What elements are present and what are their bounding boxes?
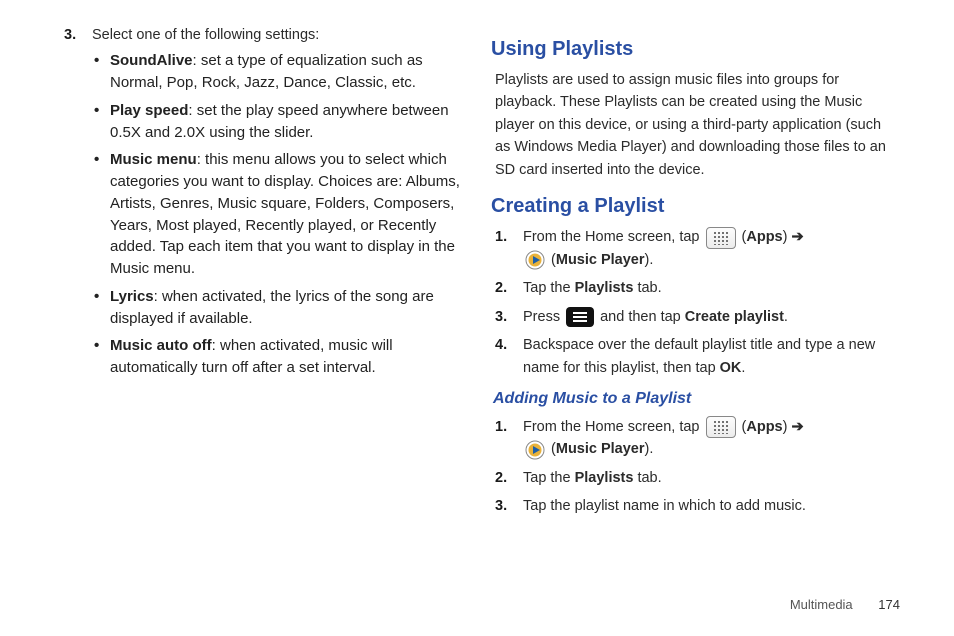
page-footer: Multimedia 174 [790, 597, 900, 612]
apps-grid-icon [706, 416, 736, 438]
add-step-2: Tap the Playlists tab. [491, 467, 894, 489]
opt-playspeed: Play speed: set the play speed anywhere … [92, 100, 463, 144]
create-s3-c: Create playlist [685, 309, 784, 325]
create-step-2: Tap the Playlists tab. [491, 277, 894, 299]
add-s2-b: Playlists [575, 470, 634, 486]
create-s2-c: tab. [633, 280, 661, 296]
step-3-lead: Select one of the following settings: [92, 27, 319, 43]
opt-lyrics: Lyrics: when activated, the lyrics of th… [92, 286, 463, 330]
opt-autooff-label: Music auto off [110, 337, 212, 354]
footer-section: Multimedia [790, 597, 853, 612]
menu-hardkey-icon [566, 307, 594, 327]
step-3: Select one of the following settings: So… [60, 24, 463, 379]
arrow-icon: ➔ [787, 229, 803, 245]
add-s1-close: ). [645, 441, 654, 457]
settings-options: SoundAlive: set a type of equalization s… [92, 50, 463, 379]
create-s3-a: Press [523, 309, 564, 325]
footer-page-number: 174 [878, 597, 900, 612]
opt-musicmenu-label: Music menu [110, 151, 197, 168]
music-player-icon [525, 250, 545, 270]
add-s2-c: tab. [633, 470, 661, 486]
heading-adding-music: Adding Music to a Playlist [493, 387, 894, 412]
create-s3-d: . [784, 309, 788, 325]
heading-using-playlists: Using Playlists [491, 34, 894, 65]
creating-steps: From the Home screen, tap (Apps) ➔ (Musi… [491, 226, 894, 379]
opt-lyrics-text: : when activated, the lyrics of the song… [110, 288, 434, 327]
adding-steps: From the Home screen, tap (Apps) ➔ (Musi… [491, 416, 894, 518]
add-s1-apps: Apps [746, 419, 782, 435]
create-s2-a: Tap the [523, 280, 575, 296]
create-s1-apps: Apps [746, 229, 782, 245]
create-step-4: Backspace over the default playlist titl… [491, 334, 894, 379]
create-s1-a: From the Home screen, tap [523, 229, 704, 245]
opt-soundalive: SoundAlive: set a type of equalization s… [92, 50, 463, 94]
create-s2-b: Playlists [575, 280, 634, 296]
create-s4-b: OK [720, 360, 742, 376]
music-player-icon [525, 440, 545, 460]
add-s1-mp: Music Player [556, 441, 645, 457]
using-playlists-body: Playlists are used to assign music files… [495, 69, 894, 181]
arrow-icon: ➔ [787, 419, 803, 435]
opt-soundalive-label: SoundAlive [110, 52, 193, 69]
right-column: Using Playlists Playlists are used to as… [477, 24, 914, 636]
opt-playspeed-label: Play speed [110, 102, 188, 119]
left-column: Select one of the following settings: So… [40, 24, 477, 636]
add-s1-a: From the Home screen, tap [523, 419, 704, 435]
settings-step-list: Select one of the following settings: So… [60, 24, 463, 379]
heading-creating-playlist: Creating a Playlist [491, 191, 894, 222]
add-s3: Tap the playlist name in which to add mu… [523, 498, 806, 514]
add-s2-a: Tap the [523, 470, 575, 486]
opt-lyrics-label: Lyrics [110, 288, 154, 305]
add-step-3: Tap the playlist name in which to add mu… [491, 495, 894, 517]
create-step-1: From the Home screen, tap (Apps) ➔ (Musi… [491, 226, 894, 271]
manual-page: Select one of the following settings: So… [0, 0, 954, 636]
create-s4-c: . [741, 360, 745, 376]
opt-musicmenu-text: : this menu allows you to select which c… [110, 151, 460, 277]
create-s1-close: ). [645, 252, 654, 268]
create-s4-a: Backspace over the default playlist titl… [523, 337, 875, 375]
add-step-1: From the Home screen, tap (Apps) ➔ (Musi… [491, 416, 894, 461]
create-s1-mp: Music Player [556, 252, 645, 268]
create-s3-b: and then tap [596, 309, 685, 325]
opt-musicmenu: Music menu: this menu allows you to sele… [92, 149, 463, 280]
opt-autooff: Music auto off: when activated, music wi… [92, 335, 463, 379]
create-step-3: Press and then tap Create playlist. [491, 306, 894, 328]
apps-grid-icon [706, 227, 736, 249]
